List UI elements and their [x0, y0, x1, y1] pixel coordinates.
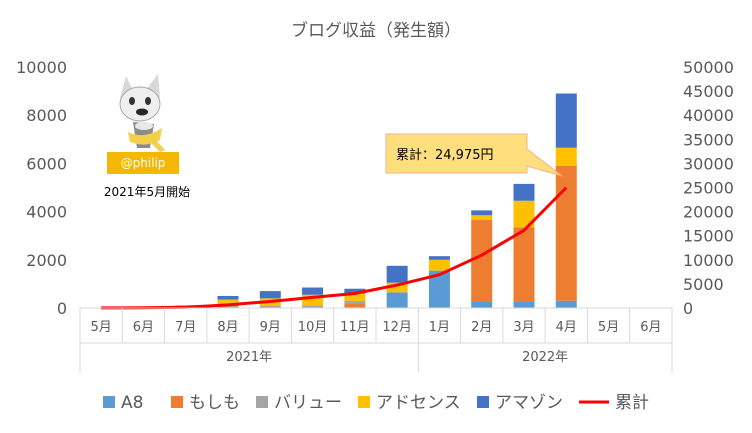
chart-title: ブログ収益（発生額）	[291, 20, 461, 41]
y-right-tick-label: 25000	[683, 179, 734, 198]
bar-series2-cat4	[259, 305, 281, 308]
legend-swatch-0	[103, 396, 115, 408]
legend-label-3: アドセンス	[376, 393, 461, 413]
bar-series4-cat7	[386, 265, 408, 283]
legend-swatch-3	[358, 396, 370, 408]
bar-series0-cat7	[386, 292, 408, 308]
y-right-tick-label: 15000	[683, 227, 734, 246]
legend-swatch-2	[256, 396, 268, 408]
bar-series0-cat10	[513, 301, 535, 308]
bar-series0-cat9	[471, 301, 493, 308]
bar-series3-cat9	[471, 215, 493, 221]
x-tick-label: 10月	[298, 320, 328, 335]
bar-series3-cat5	[302, 294, 324, 306]
author-badge-text: @philip	[121, 156, 166, 170]
y-right-tick-label: 45000	[683, 82, 734, 101]
legend-label-0: A8	[121, 393, 143, 413]
bar-series3-cat10	[513, 200, 535, 228]
x-tick-label: 7月	[175, 320, 196, 335]
y-right-tick-label: 35000	[683, 130, 734, 149]
year-group-label: 2022年	[522, 350, 568, 365]
cumulative-callout	[385, 133, 563, 177]
bar-series0-cat8	[428, 270, 450, 308]
legend-label-2: バリュー	[274, 393, 342, 413]
bar-series4-cat3	[217, 295, 239, 300]
bar-series1-cat9	[471, 220, 493, 302]
bar-series3-cat7	[386, 282, 408, 293]
bar-series2-cat6	[344, 300, 366, 304]
x-tick-label: 5月	[91, 320, 112, 335]
y-right-tick-label: 50000	[683, 58, 734, 77]
bar-series3-cat6	[344, 293, 366, 301]
bar-series4-cat5	[302, 287, 324, 295]
legend-label-4: アマゾン	[495, 393, 563, 413]
year-group-label: 2021年	[226, 350, 272, 365]
bar-series3-cat8	[428, 259, 450, 271]
legend-swatch-1	[171, 396, 183, 408]
legend-label-5: 累計	[615, 393, 649, 413]
author-badge	[107, 152, 179, 174]
x-tick-label: 6月	[640, 320, 661, 335]
bar-series1-cat10	[513, 227, 535, 302]
x-tick-label: 1月	[429, 320, 450, 335]
cumulative-line	[101, 186, 568, 310]
x-tick-label: 6月	[133, 320, 154, 335]
x-tick-label: 4月	[556, 320, 577, 335]
bar-series0-cat11	[555, 300, 577, 308]
x-tick-label: 9月	[260, 320, 281, 335]
y-right-tick-label: 30000	[683, 154, 734, 173]
y-right-tick-label: 20000	[683, 203, 734, 222]
y-right-tick-label: 10000	[683, 251, 734, 270]
bar-series4-cat4	[259, 291, 281, 299]
cat-mascot-icon	[119, 74, 165, 152]
y-right-tick-label: 5000	[683, 275, 724, 294]
bar-series4-cat6	[344, 288, 366, 294]
bar-series4-cat11	[555, 93, 577, 148]
x-tick-label: 11月	[340, 320, 370, 335]
start-caption: 2021年5月開始	[104, 185, 190, 199]
x-tick-label: 3月	[513, 320, 534, 335]
x-tick-label: 2月	[471, 320, 492, 335]
bar-series3-cat11	[555, 147, 577, 166]
x-tick-label: 5月	[598, 320, 619, 335]
y-left-tick-label: 4000	[26, 203, 67, 222]
y-left-tick-label: 2000	[26, 251, 67, 270]
cumulative-callout-text: 累計：24,975円	[396, 147, 494, 163]
bar-series1-cat6	[344, 303, 366, 308]
bar-series4-cat10	[513, 183, 535, 201]
legend-swatch-4	[477, 396, 489, 408]
bar-series4-cat9	[471, 210, 493, 216]
bar-series3-cat3	[217, 299, 239, 305]
x-tick-label: 8月	[217, 320, 238, 335]
y-left-tick-label: 6000	[26, 154, 67, 173]
y-left-tick-label: 10000	[16, 58, 67, 77]
y-left-tick-label: 0	[57, 299, 67, 318]
legend-label-1: もしも	[189, 393, 240, 413]
bar-series4-cat8	[428, 256, 450, 260]
bar-series1-cat11	[555, 165, 577, 301]
y-left-tick-label: 8000	[26, 106, 67, 125]
y-right-tick-label: 0	[683, 299, 693, 318]
y-right-tick-label: 40000	[683, 106, 734, 125]
bar-series2-cat5	[302, 305, 324, 308]
x-tick-label: 12月	[382, 320, 412, 335]
